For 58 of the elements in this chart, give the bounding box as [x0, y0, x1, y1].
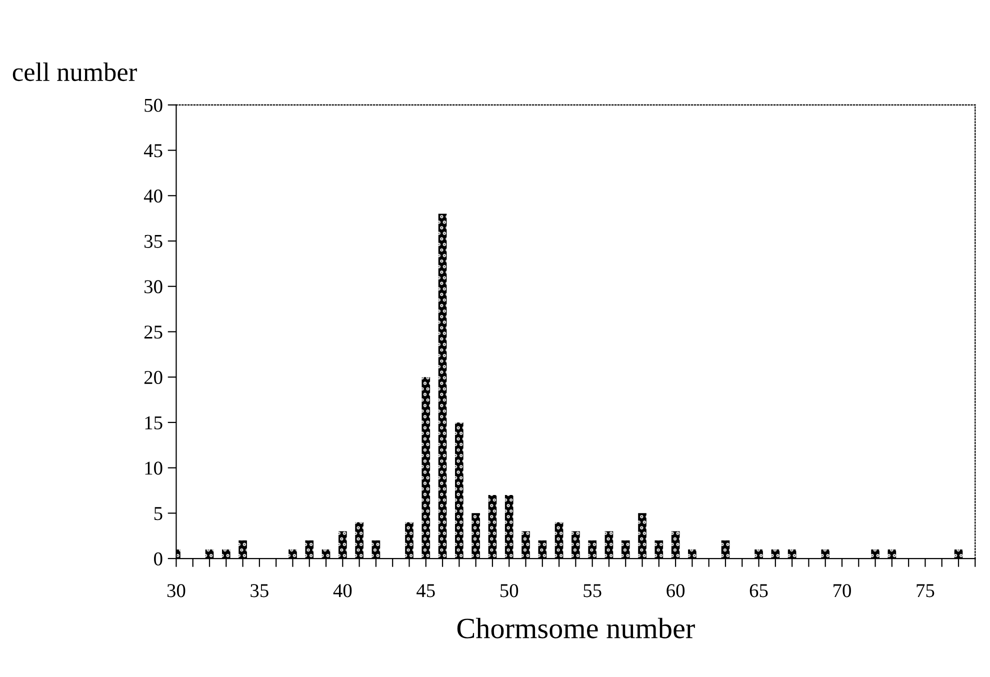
x-tick-label: 30	[167, 584, 186, 598]
bar	[588, 540, 596, 559]
y-tick-label: 0	[154, 552, 162, 566]
bar	[472, 513, 480, 559]
y-axis-title: cell number	[12, 62, 137, 82]
bar	[554, 522, 564, 559]
bar	[721, 540, 730, 559]
bar	[871, 549, 880, 559]
bar	[954, 549, 963, 559]
bar	[671, 531, 680, 559]
y-tick-label: 15	[145, 416, 162, 430]
x-tick-label: 65	[750, 584, 768, 598]
bar	[338, 531, 347, 559]
bar	[621, 540, 630, 559]
x-axis-title: Chormsome number	[457, 618, 695, 638]
bar	[538, 540, 547, 559]
bar	[821, 549, 830, 559]
bar	[355, 522, 364, 559]
x-tick-label: 40	[333, 584, 352, 598]
x-tick-label: 70	[834, 584, 851, 598]
bar	[604, 531, 614, 559]
x-tick-label: 75	[916, 584, 934, 598]
bar	[888, 549, 896, 559]
y-tick-label: 20	[144, 370, 162, 384]
y-tick-label: 10	[145, 462, 162, 475]
bar	[522, 531, 530, 559]
bar	[205, 549, 214, 559]
bar	[654, 540, 664, 559]
x-tick-label: 35	[250, 584, 268, 598]
x-tick-label: 55	[584, 584, 602, 598]
bar	[222, 549, 230, 559]
y-tick-label: 50	[144, 98, 162, 112]
bar	[238, 540, 247, 559]
bar	[305, 540, 314, 559]
bar	[504, 495, 514, 559]
bar	[771, 549, 780, 559]
y-tick-label: 40	[144, 189, 162, 203]
x-tick-label: 60	[666, 584, 685, 598]
bar	[322, 549, 330, 559]
x-tick-label: 50	[500, 584, 518, 598]
y-tick-label: 25	[144, 326, 162, 339]
bar	[455, 422, 464, 559]
bar	[572, 531, 580, 559]
y-tick-label: 30	[144, 280, 162, 294]
bar	[288, 549, 297, 559]
bar	[438, 214, 447, 559]
bar	[788, 549, 796, 559]
bar	[488, 495, 497, 559]
x-tick-label: 45	[416, 584, 435, 598]
y-tick-label: 45	[144, 144, 162, 158]
bar	[422, 377, 430, 559]
y-tick-label: 35	[144, 234, 162, 248]
bar	[688, 549, 696, 559]
bar	[638, 513, 646, 559]
bar	[372, 540, 380, 559]
bar	[405, 522, 414, 559]
bar	[754, 549, 763, 559]
y-tick-label: 5	[154, 507, 162, 520]
